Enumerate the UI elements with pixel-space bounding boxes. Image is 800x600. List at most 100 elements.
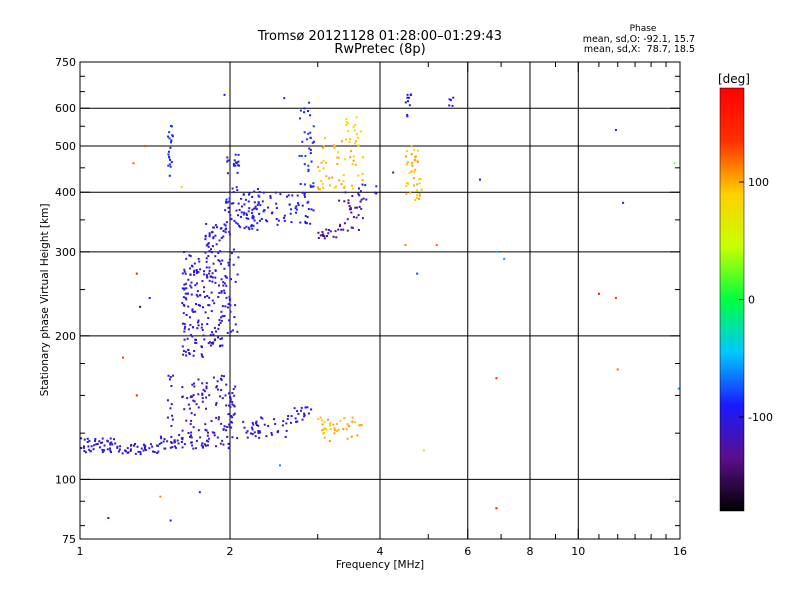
data-point [189,396,192,399]
data-point [201,445,204,448]
data-point [213,434,216,437]
data-point [231,392,234,394]
data-point [169,158,172,161]
data-point [228,197,231,200]
data-point [231,403,234,406]
data-point [236,189,239,192]
data-point [317,188,320,191]
data-point [100,441,103,444]
data-point [196,295,199,298]
data-point [214,224,217,227]
data-point [184,272,187,275]
data-point [205,244,208,247]
data-point [260,217,263,220]
data-point [202,290,205,293]
data-point [410,145,413,148]
data-point [232,202,235,205]
data-point [221,397,224,400]
data-point [250,426,253,429]
data-point [168,163,171,166]
data-point [114,442,117,445]
data-point [207,245,210,248]
data-point [335,236,338,239]
data-point [340,140,343,143]
data-point [319,416,322,419]
data-point [228,423,231,426]
data-point [125,450,128,453]
data-point [258,430,261,433]
data-point [216,388,219,391]
data-point [257,194,260,197]
data-point [201,328,204,331]
data-point [221,337,224,340]
data-point [205,385,208,388]
data-point [117,450,120,453]
data-point [405,192,408,195]
data-point [185,354,188,357]
data-point [231,436,234,439]
data-point [262,210,265,213]
data-point [109,443,112,446]
data-point [343,200,346,203]
data-point [190,431,193,434]
data-point [274,422,277,425]
data-point [253,201,256,204]
data-point [204,423,207,426]
data-point [227,261,230,264]
data-point [184,325,187,328]
data-point [227,392,230,395]
data-point [151,445,154,448]
data-point [210,310,213,313]
data-point [277,219,280,222]
data-point [208,232,211,235]
data-point [354,142,357,145]
data-point [191,308,194,311]
data-point [207,440,210,443]
data-point [220,291,223,294]
data-point [298,154,301,157]
data-point [169,141,172,144]
stats-o-mode: mean, sd,O: -92.1, 15.7 [583,34,695,45]
data-point [230,218,233,221]
data-point [200,326,203,329]
data-point [164,447,167,450]
data-point [183,327,186,330]
data-point [329,428,332,431]
data-point [416,159,419,162]
data-point [346,423,349,426]
data-point [339,419,342,422]
data-point [348,204,351,207]
data-point [212,333,215,336]
data-point [220,310,223,313]
data-point [359,130,362,133]
data-point [296,410,299,413]
data-point [252,215,255,218]
data-point [345,117,348,120]
data-point [375,192,378,195]
data-point [408,171,411,174]
data-point [307,110,309,113]
data-point [361,179,364,182]
data-point [313,140,316,143]
data-point [139,453,142,456]
data-point [82,445,85,448]
data-point [220,278,223,281]
x-tick-label: 6 [464,545,471,558]
data-point [333,186,336,189]
data-point [185,282,188,285]
data-point [285,195,288,198]
data-point [218,260,221,263]
data-point [347,199,350,202]
data-point [204,444,207,447]
data-point [185,419,188,422]
data-point [361,156,364,159]
data-point [93,444,96,447]
data-point [180,186,183,189]
data-point [101,448,104,451]
data-point [307,208,310,211]
data-point [322,427,325,430]
data-point [149,443,152,446]
data-point [247,210,250,213]
data-point [143,145,146,147]
data-point [354,421,357,424]
